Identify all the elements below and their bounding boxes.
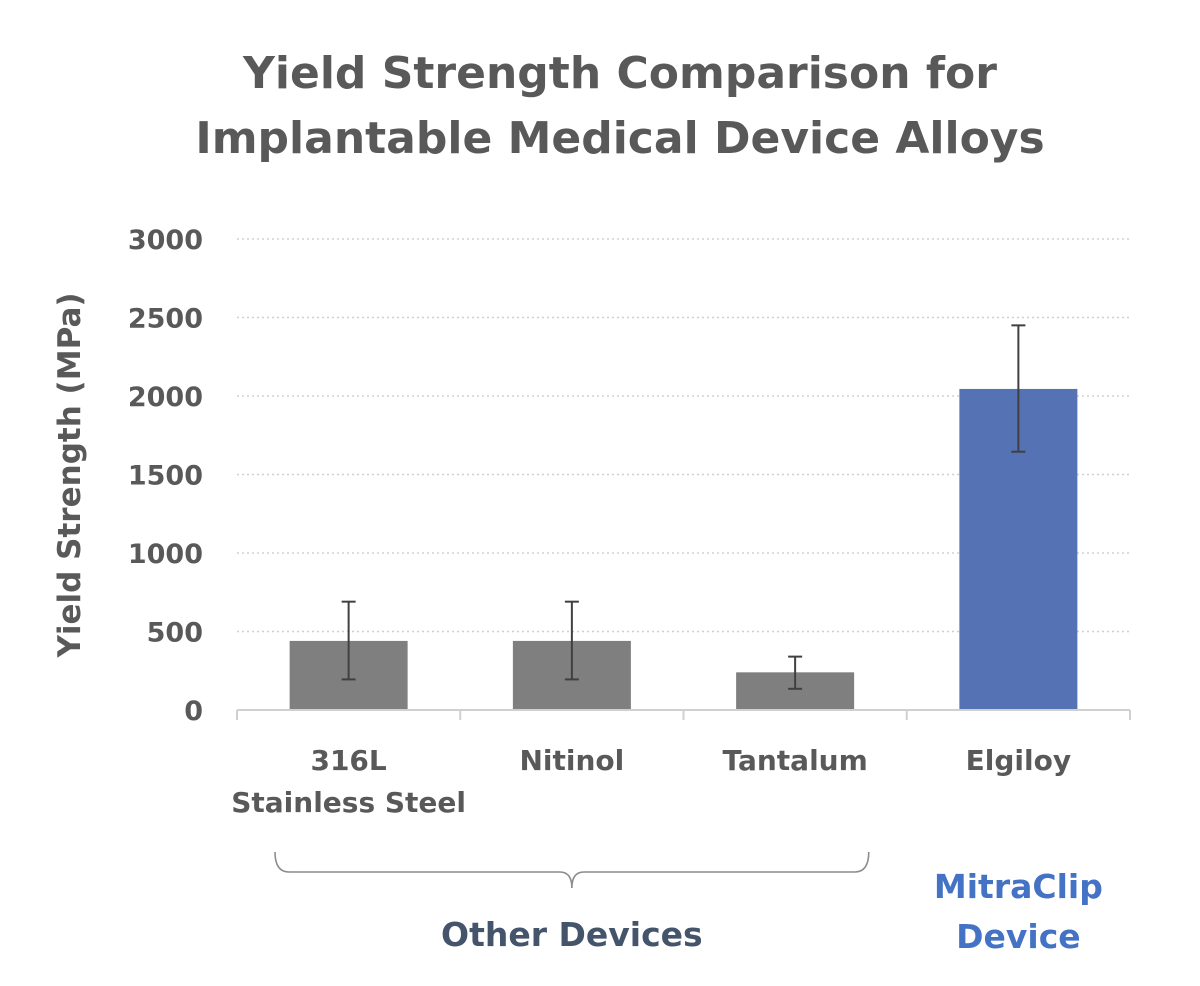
y-tick-label: 1500 bbox=[128, 461, 203, 492]
y-tick-label: 2500 bbox=[128, 304, 203, 335]
group-brace bbox=[274, 851, 870, 889]
group-label: Other Devices bbox=[441, 915, 703, 954]
group-label: Device bbox=[956, 917, 1081, 956]
y-axis-label: Yield Strength (MPa) bbox=[52, 292, 88, 658]
y-tick-label: 1000 bbox=[128, 539, 203, 570]
chart-title: Yield Strength Comparison for Implantabl… bbox=[195, 48, 1044, 164]
x-axis-category-labels: 316L Stainless Steel Nitinol Tantalum Elgilo… bbox=[231, 744, 1071, 819]
x-category-label: Tantalum bbox=[722, 744, 867, 777]
gridlines bbox=[237, 238, 1130, 633]
error-bars bbox=[341, 324, 1026, 690]
x-category-label: Elgiloy bbox=[966, 744, 1071, 777]
x-axis bbox=[236, 709, 1131, 720]
y-axis-ticks: 0 500 1000 1500 2000 2500 3000 bbox=[128, 225, 203, 727]
group-annotations: Other Devices MitraClip Device bbox=[274, 851, 1103, 956]
chart-title-line-2: Implantable Medical Device Alloys bbox=[195, 113, 1044, 164]
chart-title-line-1: Yield Strength Comparison for bbox=[242, 48, 997, 99]
bars bbox=[289, 388, 1078, 710]
y-tick-label: 0 bbox=[184, 696, 203, 727]
y-tick-label: 500 bbox=[147, 618, 203, 649]
y-tick-label: 2000 bbox=[128, 382, 203, 413]
y-tick-label: 3000 bbox=[128, 225, 203, 256]
x-category-label: Stainless Steel bbox=[231, 786, 466, 819]
x-category-label: 316L bbox=[310, 744, 386, 777]
x-category-label: Nitinol bbox=[519, 744, 624, 777]
group-label: MitraClip bbox=[934, 867, 1103, 906]
